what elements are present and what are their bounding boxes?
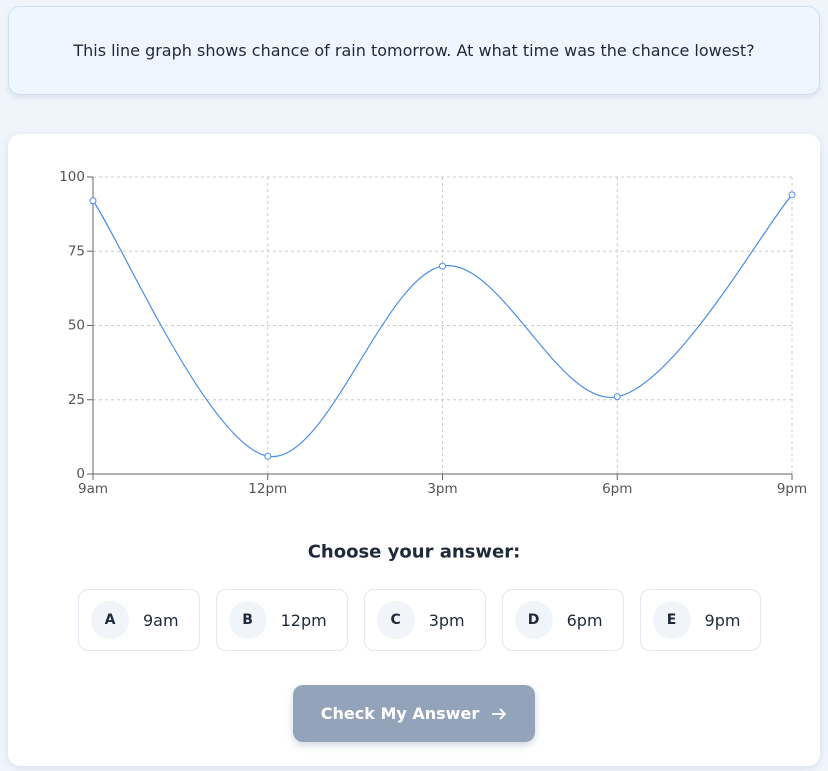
option-letter: D	[514, 601, 553, 639]
main-card	[8, 134, 820, 766]
y-tick-label: 25	[68, 392, 85, 408]
point	[264, 452, 272, 460]
question-card: This line graph shows chance of rain tom…	[8, 6, 820, 95]
check-button[interactable]: Check My Answer	[293, 685, 535, 742]
options: A 9am B 12pm C 3pm D 6pm E 9pm	[78, 589, 762, 651]
option-label: 3pm	[428, 610, 465, 630]
y-tick-label: 100	[59, 169, 85, 185]
line	[92, 194, 793, 457]
option-label: 6pm	[566, 610, 603, 630]
arrow-icon	[492, 707, 507, 720]
x-tick-label: 3pm	[427, 481, 457, 497]
y-tick-label: 0	[76, 466, 85, 482]
option[interactable]: C 3pm	[363, 589, 486, 651]
point	[439, 262, 446, 270]
option-letter: C	[376, 601, 415, 639]
option-letter: E	[652, 601, 691, 639]
option-label: 12pm	[280, 610, 327, 630]
option-letter: A	[91, 601, 129, 639]
point	[788, 191, 796, 199]
question-text: This line graph shows chance of rain tom…	[73, 41, 755, 60]
option-letter: B	[228, 601, 267, 639]
option[interactable]: E 9pm	[639, 589, 762, 651]
option[interactable]: D 6pm	[501, 589, 624, 651]
option[interactable]: B 12pm	[215, 589, 348, 651]
y-tick-label: 75	[68, 243, 85, 259]
chart: 0 25 50 75 100 9am 12pm 3pm 6pm 9pm	[59, 169, 807, 497]
x-tick-label: 12pm	[248, 481, 287, 497]
x-tick-label: 9am	[78, 481, 108, 497]
option[interactable]: A 9am	[78, 589, 200, 651]
option-label: 9pm	[704, 610, 741, 630]
button-label: Check My Answer	[320, 704, 480, 723]
point	[89, 197, 97, 205]
option-label: 9am	[143, 610, 179, 630]
point	[613, 393, 621, 401]
x-tick-label: 6pm	[602, 481, 632, 497]
x-tick-label: 9pm	[777, 481, 807, 497]
y-tick-label: 50	[68, 318, 85, 334]
prompt: Choose your answer:	[307, 541, 521, 563]
